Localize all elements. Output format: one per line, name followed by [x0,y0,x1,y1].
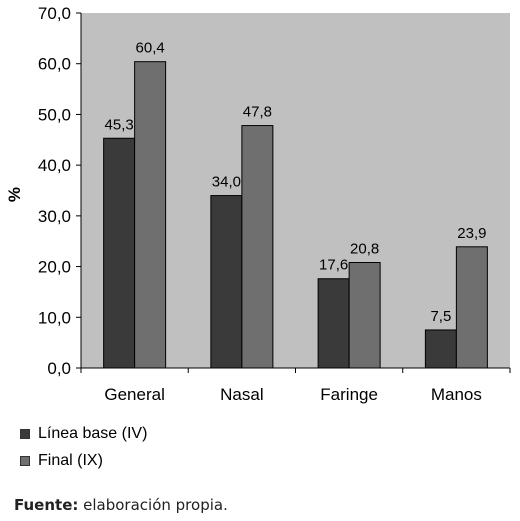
y-tick-label: 10,0 [38,308,71,327]
data-label: 17,6 [319,257,348,274]
y-axis-label: % [5,187,24,202]
legend-entry-baseline: Línea base (IV) [20,420,147,447]
y-tick-label: 50,0 [38,105,71,124]
source-note: Fuente: elaboración propia. [14,496,228,514]
legend-swatch-final [20,455,30,466]
data-label: 60,4 [136,40,165,57]
data-label: 20,8 [350,241,379,258]
y-tick-label: 60,0 [38,55,71,74]
x-tick-label: General [104,385,164,404]
bar-faringe-series-0 [317,278,350,369]
legend-label-baseline: Línea base (IV) [38,424,148,442]
legend-label-final: Final (IX) [38,451,103,469]
y-tick-label: 20,0 [38,258,71,277]
bar-general-series-1 [134,61,167,369]
bar-chart: 0,0 10,0 20,0 30,0 40,0 50,0 60,0 70,0 45,3 60,4… [5,4,511,404]
bar-general-series-0 [103,137,136,369]
y-tick-label: 70,0 [38,4,71,23]
y-axis: 0,0 10,0 20,0 30,0 40,0 50,0 60,0 70,0 [38,4,82,378]
bar-nasal-series-0 [210,195,243,369]
source-text: elaboración propia. [78,496,228,514]
y-tick-label: 0,0 [47,359,71,378]
bars-group: 45,3 60,4 34,0 47,8 17,620,8 7,5 23,9 [103,40,488,369]
bar-nasal-series-1 [241,125,274,369]
y-tick-label: 30,0 [38,207,71,226]
legend: Línea base (IV) Final (IX) [20,420,147,474]
bar-manos-series-1 [455,246,488,369]
data-label: 34,0 [212,174,241,191]
x-tick-label: Nasal [220,385,263,404]
data-label: 23,9 [457,225,486,242]
bar-faringe-series-1 [348,262,381,369]
legend-swatch-baseline [20,428,30,439]
x-tick-label: Faringe [320,385,378,404]
source-label: Fuente: [14,496,79,514]
data-label: 7,5 [430,308,451,325]
data-label: 47,8 [243,104,272,121]
data-label: 45,3 [105,116,134,133]
y-tick-label: 40,0 [38,156,71,175]
legend-entry-final: Final (IX) [20,447,147,474]
bar-manos-series-0 [424,329,457,369]
x-axis: General Nasal Faringe Manos [80,367,511,404]
x-tick-label: Manos [431,385,482,404]
